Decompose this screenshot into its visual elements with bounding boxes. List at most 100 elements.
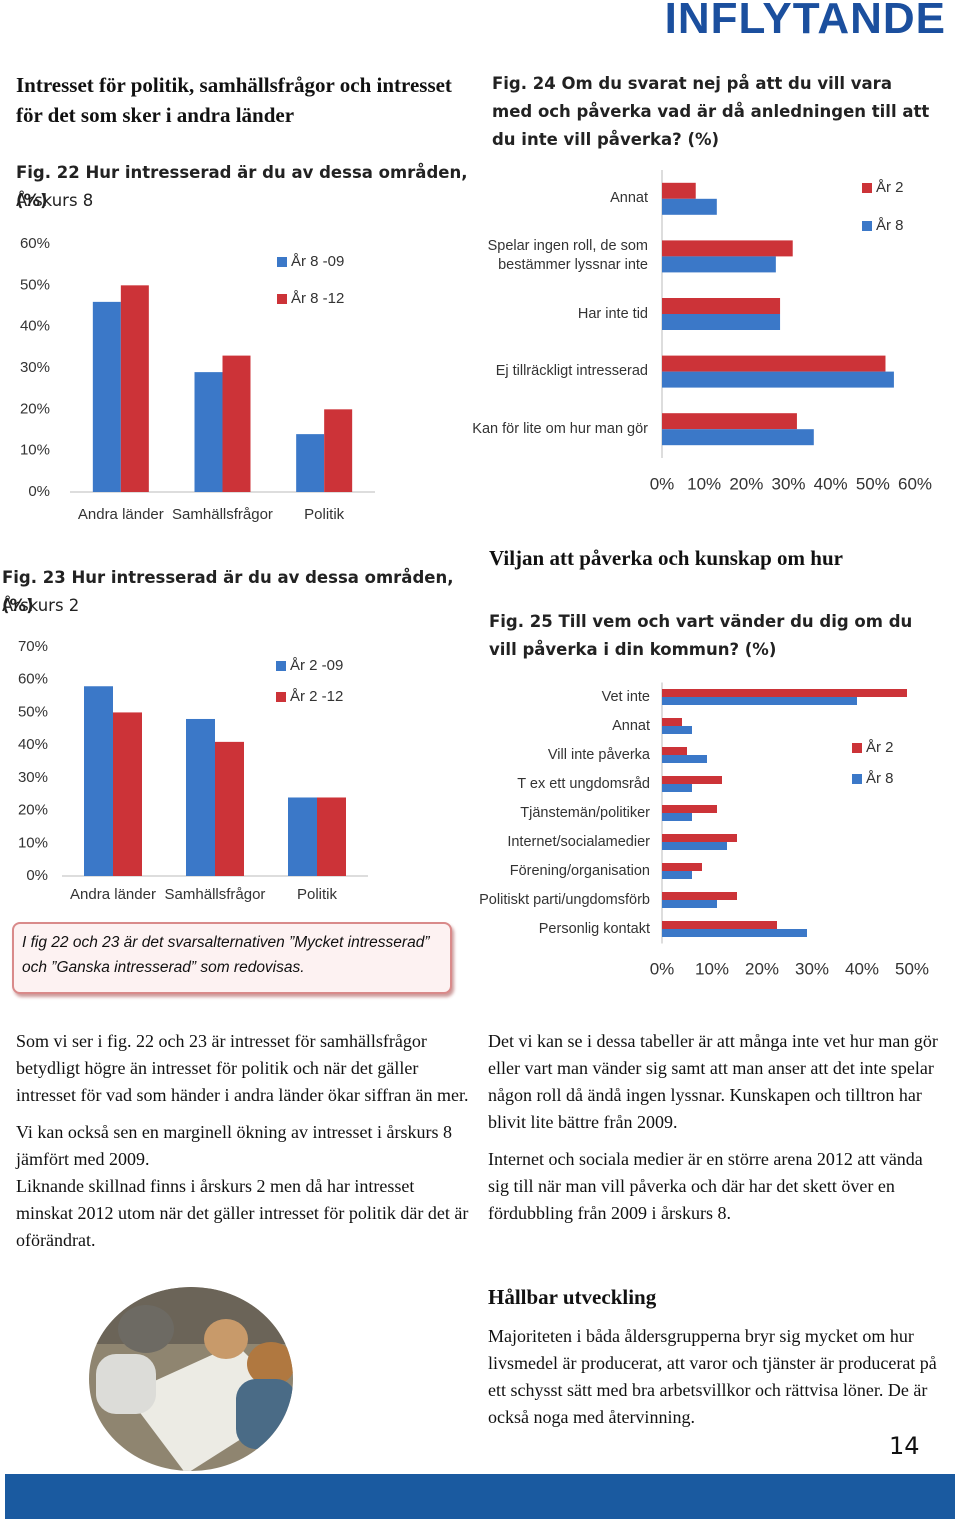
bar [296, 434, 325, 492]
bar [662, 355, 886, 372]
paragraph: Det vi kan se i dessa tabeller är att må… [488, 1031, 938, 1132]
category-label-box: Annat [612, 718, 650, 734]
paragraph: Som vi ser i fig. 22 och 23 är intresset… [16, 1031, 469, 1105]
x-tick-label: Samhällsfrågor [165, 886, 266, 903]
legend-label: År 8 -12 [291, 290, 344, 307]
bar [662, 900, 717, 908]
body-left: Som vi ser i fig. 22 och 23 är intresset… [16, 1028, 474, 1264]
bar [215, 741, 244, 876]
y-tick-label: Har inte tid [577, 305, 648, 322]
bar [120, 285, 149, 492]
bar [662, 689, 907, 697]
y-tick-label: T ex ett ungdomsråd [517, 775, 650, 792]
y-tick-label: 20% [20, 400, 50, 417]
paragraph: Vi kan också sen en marginell ökning av … [16, 1122, 452, 1169]
legend-label: År 8 [876, 217, 904, 234]
category-label-box: Förening/organisation [509, 862, 650, 879]
bar [662, 747, 687, 755]
fig22-chart: 0% 10% 20% 30% 40% 50% 60% Andra länder Samhälls… [20, 235, 375, 523]
bar [662, 726, 692, 734]
y-tick-label: 20% [18, 802, 48, 819]
paragraph: Liknande skillnad finns i årskurs 2 men … [16, 1176, 469, 1250]
bar [113, 712, 142, 876]
fig24-title: Fig. 24 Om du svarat nej på att du vill … [492, 74, 930, 149]
y-tick-label: 30% [18, 769, 48, 786]
bar [662, 834, 737, 842]
bar [186, 718, 215, 876]
bar [662, 784, 692, 792]
bar [92, 301, 121, 492]
bar [662, 805, 717, 813]
y-tick-label: Förening/organisation [509, 862, 650, 879]
category-label-box: Annat [610, 190, 648, 207]
footer-bar [5, 1474, 955, 1519]
category-label-box: Ej tillräckligt intresserad [496, 363, 648, 379]
section-body: Majoriteten i båda åldersgrupperna bryr … [488, 1323, 946, 1441]
legend-label: År 2 -09 [290, 657, 343, 674]
bar [662, 697, 857, 705]
bar [662, 240, 793, 257]
y-tick-label: Annat [610, 190, 648, 207]
y-tick-label: Personlig kontakt [538, 920, 650, 937]
x-tick-label: 20% [745, 959, 779, 978]
x-tick-label: Andra länder [78, 506, 164, 523]
bar [317, 797, 346, 876]
bar [662, 298, 781, 314]
legend-swatch [862, 221, 872, 231]
bar [662, 755, 707, 763]
y-tick-label: Tjänstemän/politiker [520, 804, 650, 821]
y-tick-label: Internet/socialamedier [507, 833, 650, 850]
bar [662, 871, 692, 879]
y-tick-label: 40% [18, 736, 48, 753]
y-tick-label: Vill inte påverka [547, 746, 650, 763]
x-tick-label: 30% [771, 474, 805, 493]
y-tick-label: 0% [26, 867, 48, 884]
x-tick-label: 0% [650, 959, 675, 978]
y-tick-label: 40% [20, 318, 50, 335]
bar [662, 892, 737, 900]
category-label-box: Personlig kontakt [538, 920, 650, 937]
x-tick-label: 40% [845, 959, 879, 978]
legend-swatch [276, 692, 286, 702]
fig24-chart: 0% 10% 20% 30% 40% 50% 60% Annat Spelar ingen ro… [472, 170, 932, 493]
y-tick-label: Kan för lite om hur man gör [472, 420, 648, 437]
x-tick-label: 40% [814, 474, 848, 493]
legend-label: År 8 [866, 770, 894, 787]
y-tick-label: 0% [28, 483, 50, 500]
legend-label: År 2 [866, 739, 894, 756]
header-title: INFLYTANDE [664, 0, 946, 43]
x-tick-label: Samhällsfrågor [172, 506, 273, 523]
category-label-box: Har inte tid [577, 305, 648, 322]
x-tick-label: 30% [795, 959, 829, 978]
category-label-box: Spelar ingen roll, de som bestämmer lyss… [487, 238, 648, 274]
bar [662, 776, 722, 784]
body-right: Det vi kan se i dessa tabeller är att må… [488, 1028, 946, 1237]
bar [662, 413, 797, 430]
y-tick-label: 70% [18, 638, 48, 655]
left-heading: Intresset för politik, samhällsfrågor oc… [16, 73, 452, 127]
right-heading: Viljan att påverka och kunskap om hur [489, 546, 843, 570]
bar [288, 797, 317, 876]
bar [222, 355, 251, 492]
x-tick-label: Andra länder [70, 886, 156, 903]
paragraph: Internet och sociala medier är en större… [488, 1149, 923, 1223]
page-number: 14 [889, 1432, 920, 1460]
fig23-title: Fig. 23 Hur intresserad är du av dessa o… [2, 568, 454, 615]
fig22-subtitle: Årskurs 8 [16, 191, 94, 210]
bar [662, 921, 777, 929]
x-tick-label: 50% [856, 474, 890, 493]
x-tick-label: 50% [895, 959, 929, 978]
bar [84, 686, 113, 876]
legend-swatch [852, 743, 862, 753]
legend-swatch [852, 774, 862, 784]
legend-swatch [277, 257, 287, 267]
paragraph: Majoriteten i båda åldersgrupperna bryr … [488, 1326, 937, 1427]
photo [89, 1287, 293, 1471]
bar [194, 372, 223, 492]
legend-swatch [277, 294, 287, 304]
y-tick-label: 10% [18, 834, 48, 851]
category-label-box: T ex ett ungdomsråd [517, 775, 650, 792]
y-tick-label: Politiskt parti/ungdomsförb [479, 891, 650, 908]
y-tick-label: Spelar ingen roll, de som bestämmer lyss… [487, 238, 648, 274]
category-label-box: Kan för lite om hur man gör [472, 420, 648, 437]
